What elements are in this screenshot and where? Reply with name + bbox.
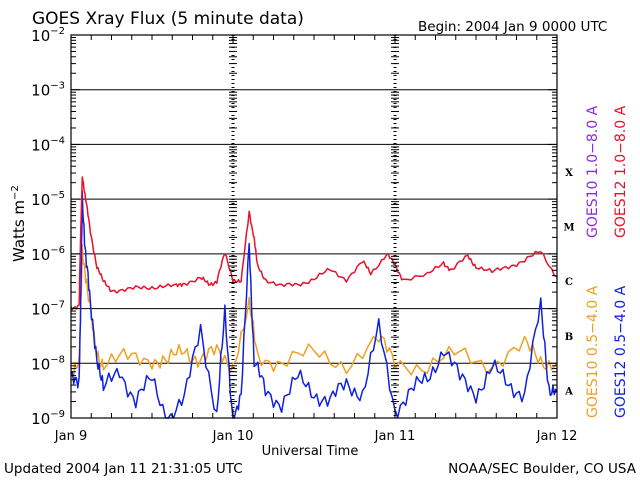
y-tick-label: 10−2 bbox=[31, 26, 65, 45]
y-tick-label: 10−9 bbox=[31, 409, 65, 428]
class-label: X bbox=[565, 168, 573, 179]
class-label: A bbox=[564, 387, 573, 398]
class-label: B bbox=[565, 332, 573, 343]
x-axis-label: Universal Time bbox=[262, 444, 359, 459]
x-tick-label: Jan 11 bbox=[374, 429, 416, 444]
series-line bbox=[70, 190, 558, 419]
legend-goes10-short: GOES10 0.5−4.0 A bbox=[585, 285, 601, 418]
plot-frame bbox=[70, 34, 558, 419]
x-tick-label: Jan 12 bbox=[536, 429, 578, 444]
class-label: M bbox=[563, 223, 574, 234]
footer-credit: NOAA/SEC Boulder, CO USA bbox=[448, 461, 637, 477]
series-layer bbox=[70, 176, 558, 419]
begin-label: Begin: 2004 Jan 9 0000 UTC bbox=[418, 19, 607, 35]
chart-title: GOES Xray Flux (5 minute data) bbox=[32, 9, 304, 29]
x-tick-label: Jan 9 bbox=[54, 429, 87, 444]
y-tick-label: 10−6 bbox=[31, 245, 65, 264]
legend: GOES10 1.0−8.0 A GOES12 1.0−8.0 A GOES10… bbox=[585, 105, 629, 418]
legend-goes12-short: GOES12 0.5−4.0 A bbox=[613, 285, 629, 418]
class-label: C bbox=[565, 277, 573, 288]
legend-goes12-long: GOES12 1.0−8.0 A bbox=[613, 105, 629, 238]
y-axis-label-group: Watts m−2 bbox=[10, 185, 28, 262]
y-tick-label: 10−3 bbox=[31, 81, 65, 100]
legend-goes10-long: GOES10 1.0−8.0 A bbox=[585, 105, 601, 238]
y-tick-label: 10−7 bbox=[31, 300, 65, 319]
series-line bbox=[70, 244, 558, 378]
y-axis-label: Watts m−2 bbox=[10, 185, 28, 262]
x-tick-label: Jan 10 bbox=[212, 429, 254, 444]
footer-updated: Updated 2004 Jan 11 21:31:05 UTC bbox=[4, 461, 243, 477]
y-tick-label: 10−4 bbox=[31, 135, 65, 154]
series-line bbox=[70, 176, 558, 311]
y-tick-label: 10−5 bbox=[31, 190, 65, 209]
grid-layer bbox=[71, 35, 557, 418]
y-tick-label: 10−8 bbox=[31, 354, 65, 373]
